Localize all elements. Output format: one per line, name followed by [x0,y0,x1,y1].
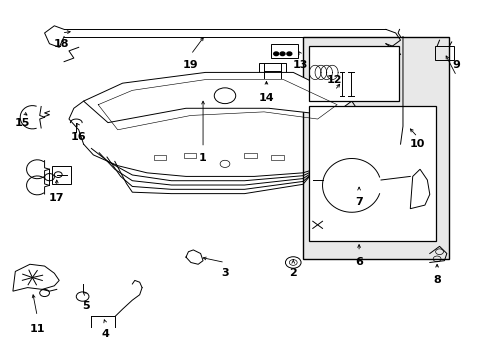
Text: 1: 1 [199,153,206,163]
Polygon shape [13,264,59,291]
Text: 10: 10 [409,139,425,149]
Text: 9: 9 [452,60,460,70]
Text: 2: 2 [289,268,297,278]
Bar [244,153,256,158]
Bar [183,153,195,158]
Bar [52,166,71,184]
Bar [308,107,435,241]
Text: 4: 4 [102,329,109,339]
Text: 3: 3 [221,268,228,278]
Bar [259,63,285,78]
Circle shape [280,52,285,55]
Polygon shape [409,169,429,209]
Text: 8: 8 [432,275,440,285]
Polygon shape [83,72,351,123]
Text: 19: 19 [183,60,198,70]
Text: 16: 16 [71,132,86,142]
Circle shape [286,52,291,55]
Text: 15: 15 [15,118,30,128]
Text: 12: 12 [326,75,342,85]
Text: 18: 18 [54,39,69,49]
Text: 17: 17 [49,193,64,203]
Bar [271,155,283,160]
Text: 11: 11 [29,324,45,334]
Bar [303,37,448,259]
Text: 6: 6 [354,257,362,267]
Bar [271,44,298,58]
Bar [434,46,453,60]
Text: 14: 14 [258,93,274,103]
Bar [308,45,398,101]
Bar [154,155,166,160]
Text: 5: 5 [82,301,90,311]
Circle shape [273,52,278,55]
Text: 7: 7 [354,197,362,207]
Text: 13: 13 [292,60,307,70]
